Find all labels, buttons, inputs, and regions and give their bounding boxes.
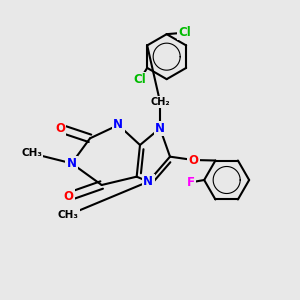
- Text: O: O: [188, 154, 198, 166]
- Text: CH₃: CH₃: [21, 148, 42, 158]
- Text: F: F: [187, 176, 195, 189]
- Text: O: O: [63, 190, 73, 203]
- Text: N: N: [143, 175, 153, 188]
- Text: CH₂: CH₂: [150, 97, 170, 107]
- Text: Cl: Cl: [133, 74, 146, 86]
- Text: Cl: Cl: [178, 26, 191, 39]
- Text: CH₃: CH₃: [58, 210, 79, 220]
- Text: N: N: [67, 157, 77, 170]
- Text: O: O: [55, 122, 65, 135]
- Text: N: N: [113, 118, 123, 131]
- Text: N: N: [155, 122, 165, 135]
